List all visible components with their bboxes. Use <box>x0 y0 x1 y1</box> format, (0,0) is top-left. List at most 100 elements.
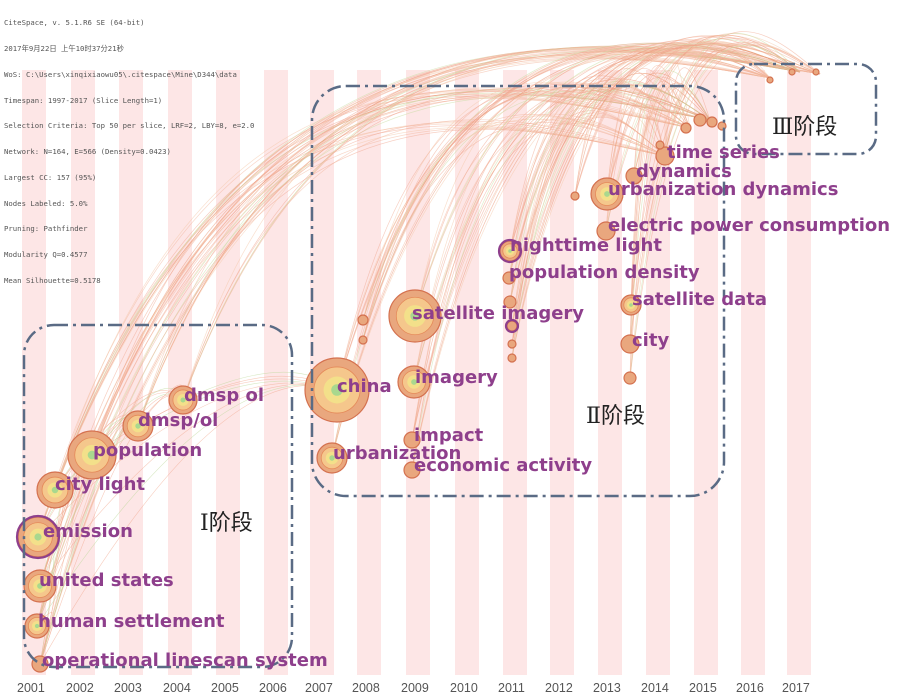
year-band <box>598 70 622 675</box>
citation-link <box>411 91 691 471</box>
keyword-emission[interactable]: emission <box>43 521 133 542</box>
keyword-urbanization-dynamics[interactable]: urbanization dynamics <box>608 179 838 200</box>
citation-link <box>629 118 666 379</box>
keyword-dynamics[interactable]: dynamics <box>636 161 732 182</box>
keyword-node[interactable] <box>23 569 57 603</box>
citation-link <box>137 120 666 427</box>
keyword-node[interactable] <box>388 289 442 343</box>
citation-link <box>511 52 771 359</box>
burst-ring <box>15 514 61 560</box>
keyword-node[interactable] <box>596 221 616 241</box>
year-label: 2006 <box>259 681 287 695</box>
citation-link <box>182 119 666 401</box>
citation-link <box>37 93 691 538</box>
keyword-city[interactable]: city <box>632 330 669 351</box>
keyword-dmsp-ol-slash[interactable]: dmsp/ol <box>138 410 218 431</box>
keyword-node[interactable] <box>503 295 517 309</box>
keyword-operational-linescan-system[interactable]: operational linescan system <box>42 650 328 671</box>
citation-link <box>182 45 821 401</box>
keyword-node[interactable] <box>766 76 774 84</box>
citation-link <box>411 55 771 471</box>
keyword-urbanization[interactable]: urbanization <box>333 443 461 464</box>
keyword-node[interactable] <box>655 140 665 150</box>
citation-link <box>37 125 666 538</box>
burst-ring <box>497 238 523 264</box>
stage1-box <box>22 323 294 669</box>
keyword-human-settlement[interactable]: human settlement <box>38 611 225 632</box>
citation-link <box>511 116 666 359</box>
year-label: 2010 <box>450 681 478 695</box>
keyword-dmsp-ol[interactable]: dmsp ol <box>184 385 264 406</box>
year-label: 2011 <box>498 681 525 695</box>
info-line: Nodes Labeled: 5.0% <box>4 198 88 208</box>
citation-link <box>137 46 801 427</box>
info-line: Modularity Q=0.4577 <box>4 250 88 260</box>
keyword-node[interactable] <box>625 167 643 185</box>
citation-link <box>362 84 711 341</box>
citation-link <box>362 115 666 341</box>
keyword-node[interactable] <box>397 365 431 399</box>
citation-link <box>629 44 821 379</box>
keyword-node[interactable] <box>655 146 675 166</box>
keyword-node[interactable] <box>706 116 718 128</box>
keyword-satellite-imagery[interactable]: satellite imagery <box>412 303 584 324</box>
keyword-imagery[interactable]: imagery <box>415 367 498 388</box>
keyword-impact[interactable]: impact <box>414 425 484 446</box>
keyword-node[interactable] <box>499 240 521 262</box>
keyword-node[interactable] <box>502 271 516 285</box>
keyword-node[interactable] <box>403 431 421 449</box>
year-label: 2003 <box>114 681 142 695</box>
keyword-node[interactable] <box>67 430 117 480</box>
keyword-node[interactable] <box>620 294 642 316</box>
keyword-node[interactable] <box>623 371 637 385</box>
stage3-label: Ⅲ阶段 <box>772 115 837 140</box>
keyword-node[interactable] <box>17 516 59 558</box>
keyword-node[interactable] <box>24 613 50 639</box>
year-band <box>168 70 192 675</box>
keyword-node[interactable] <box>357 314 369 326</box>
citation-links <box>36 31 821 665</box>
info-line: Largest CC: 157 (95%) <box>4 172 97 182</box>
keyword-nighttime-light[interactable]: nighttime light <box>510 235 662 256</box>
keyword-economic-activity[interactable]: economic activity <box>414 455 592 476</box>
burst-ring <box>504 318 520 334</box>
citation-link <box>54 92 691 491</box>
keyword-united-states[interactable]: united states <box>39 570 174 591</box>
keyword-node[interactable] <box>358 335 368 345</box>
citation-link <box>629 52 771 379</box>
info-line: CiteSpace, v. 5.1.R6 SE (64-bit) <box>4 18 145 28</box>
keyword-node[interactable] <box>507 353 517 363</box>
stage2-box <box>310 84 726 498</box>
citation-link <box>629 86 691 379</box>
year-label: 2004 <box>163 681 191 695</box>
info-line: Timespan: 1997-2017 (Slice Length=1) <box>4 95 163 105</box>
keyword-node[interactable] <box>620 334 640 354</box>
citation-link <box>336 118 666 391</box>
keyword-china[interactable]: china <box>337 376 392 397</box>
keyword-time-series[interactable]: time series <box>667 142 780 163</box>
keyword-node[interactable] <box>168 385 198 415</box>
citation-link <box>414 50 771 317</box>
info-line: Mean Silhouette=0.5178 <box>4 276 101 285</box>
keyword-population-density[interactable]: population density <box>509 262 700 283</box>
keyword-city-light[interactable]: city light <box>55 474 145 495</box>
citation-link <box>664 31 821 157</box>
keyword-node[interactable] <box>403 461 421 479</box>
keyword-node[interactable] <box>680 122 692 134</box>
keyword-node[interactable] <box>507 339 517 349</box>
keyword-satellite-data[interactable]: satellite data <box>632 289 767 310</box>
keyword-node[interactable] <box>693 113 707 127</box>
keyword-node[interactable] <box>570 191 580 201</box>
keyword-node[interactable] <box>590 177 624 211</box>
keyword-node[interactable] <box>812 68 820 76</box>
keyword-population[interactable]: population <box>93 440 202 461</box>
keyword-electric-power-consumption[interactable]: electric power consumption <box>608 215 890 236</box>
year-axis: 2001 2002 2003 2004 2005 2006 2007 2008 2009 2010… <box>17 681 810 695</box>
citation-link <box>331 47 801 459</box>
keyword-node[interactable] <box>122 410 154 442</box>
keyword-node[interactable] <box>316 442 348 474</box>
year-label: 2013 <box>593 681 621 695</box>
keyword-node[interactable] <box>788 68 796 76</box>
keyword-node[interactable] <box>36 471 74 509</box>
keyword-node[interactable] <box>304 357 370 423</box>
